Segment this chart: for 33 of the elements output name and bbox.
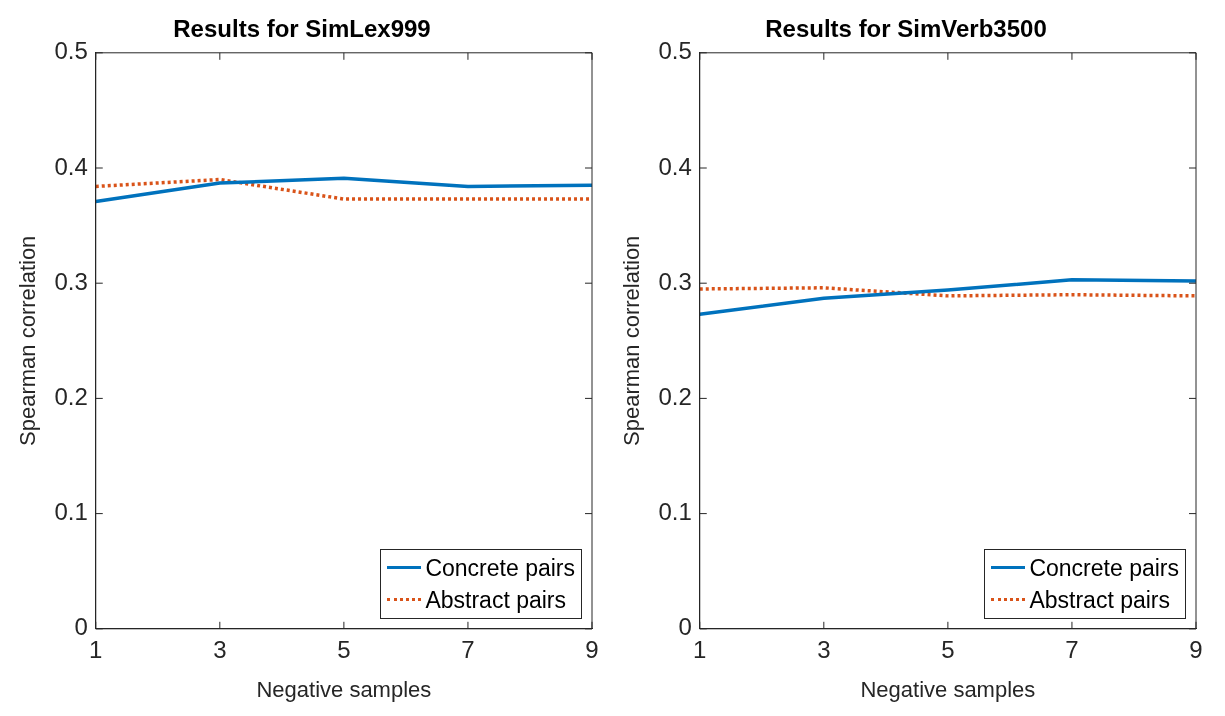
y-tick-label: 0.2 [54, 383, 88, 411]
legend-label: Concrete pairs [425, 553, 575, 583]
y-tick-label: 0.5 [658, 37, 692, 65]
y-tick-label: 0.5 [54, 37, 88, 65]
chart-title: Results for SimVerb3500 [765, 15, 1047, 43]
legend-label: Abstract pairs [425, 585, 567, 615]
y-tick-label: 0.2 [658, 383, 692, 411]
y-axis-title: Spearman correlation [15, 235, 41, 446]
y-tick-label: 0.4 [658, 152, 692, 180]
y-tick-label: 0.1 [658, 498, 692, 526]
y-tick-label: 0 [74, 613, 88, 641]
x-tick-label: 7 [1065, 635, 1079, 663]
y-tick-label: 0.4 [54, 152, 88, 180]
x-axis-title: Negative samples [860, 676, 1036, 702]
x-tick-label: 9 [585, 635, 599, 663]
x-axis-title: Negative samples [256, 676, 432, 702]
x-tick-label: 9 [1189, 635, 1203, 663]
y-axis-title: Spearman correlation [619, 235, 645, 446]
x-tick-label: 1 [693, 635, 707, 663]
y-tick-label: 0 [678, 613, 692, 641]
legend-label: Abstract pairs [1029, 585, 1171, 615]
y-tick-label: 0.3 [658, 267, 692, 295]
x-tick-label: 1 [89, 635, 103, 663]
x-tick-label: 3 [817, 635, 831, 663]
chart-title: Results for SimLex999 [173, 15, 431, 43]
line-series [699, 286, 1196, 298]
legend-label: Concrete pairs [1029, 553, 1179, 583]
y-tick-label: 0.3 [54, 267, 88, 295]
x-tick-label: 5 [337, 635, 351, 663]
x-tick-label: 7 [461, 635, 475, 663]
x-tick-label: 3 [213, 635, 227, 663]
x-tick-label: 5 [941, 635, 955, 663]
y-tick-label: 0.1 [54, 498, 88, 526]
